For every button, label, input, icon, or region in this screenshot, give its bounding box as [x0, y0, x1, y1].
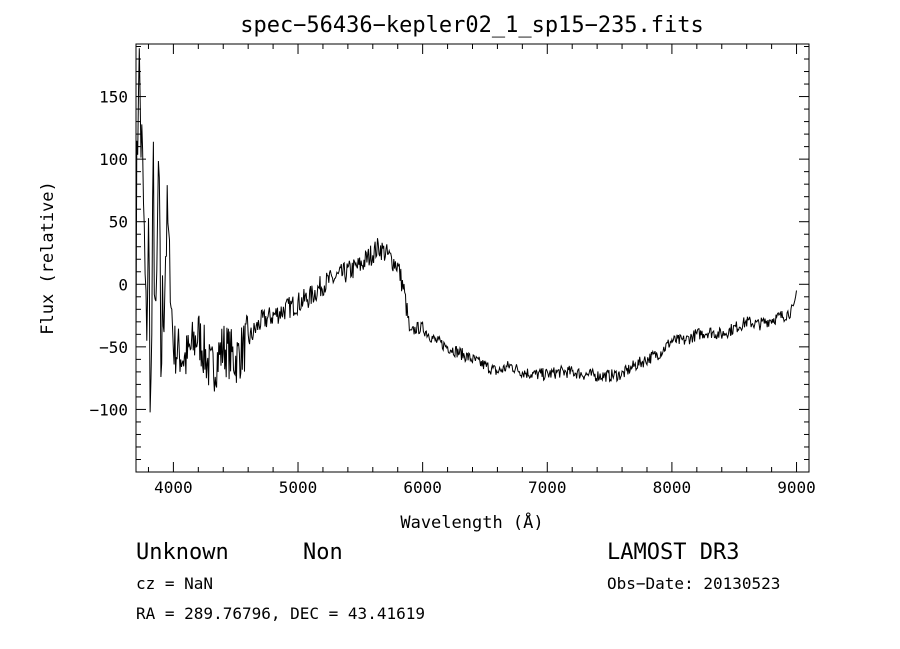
y-tick-label: 0 [118, 275, 128, 294]
x-axis-label: Wavelength (Å) [400, 511, 543, 533]
y-tick-label: 100 [99, 150, 128, 169]
y-tick-label: 150 [99, 88, 128, 107]
y-tick-label: −100 [89, 400, 128, 419]
x-tick-label: 9000 [777, 478, 816, 497]
x-tick-label: 7000 [528, 478, 567, 497]
obs-date: Obs−Date: 20130523 [607, 574, 780, 593]
axis-ticks [136, 44, 809, 472]
redshift-cz: cz = NaN [136, 574, 213, 593]
x-tick-label: 8000 [653, 478, 692, 497]
object-subclass: Non [303, 540, 343, 565]
chart-title: spec−56436−kepler02_1_sp15−235.fits [240, 13, 704, 38]
x-tick-label: 6000 [403, 478, 442, 497]
x-tick-label: 5000 [279, 478, 318, 497]
plot-frame [135, 43, 810, 473]
spectrum-line [135, 48, 797, 413]
y-tick-label: 50 [109, 213, 128, 232]
y-tick-label: −50 [99, 338, 128, 357]
survey-label: LAMOST DR3 [607, 540, 739, 565]
y-axis-label: Flux (relative) [38, 181, 58, 335]
axis-tick-labels: 4000 5000 6000 7000 8000 9000 −100 −50 0 50 100 150 [89, 88, 815, 497]
object-class: Unknown [136, 540, 229, 565]
ra-dec-coords: RA = 289.76796, DEC = 43.41619 [136, 604, 425, 623]
x-tick-label: 4000 [154, 478, 193, 497]
